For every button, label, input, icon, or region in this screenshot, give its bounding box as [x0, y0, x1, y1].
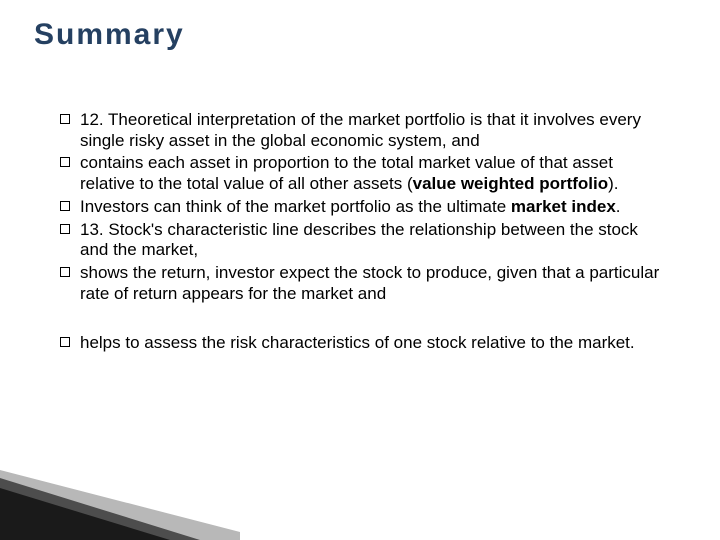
checkbox-icon [60, 267, 70, 277]
list-item: contains each asset in proportion to the… [60, 153, 660, 194]
body-text: 12. Theoretical interpretation of the ma… [60, 110, 660, 355]
slide: Summary 12. Theoretical interpretation o… [0, 0, 720, 540]
slide-title: Summary [34, 18, 185, 52]
list-item: helps to assess the risk characteristics… [60, 333, 660, 354]
bullet-group-2: helps to assess the risk characteristics… [60, 333, 660, 354]
list-item: Investors can think of the market portfo… [60, 197, 660, 218]
bullet-text: 12. Theoretical interpretation of the ma… [80, 110, 660, 151]
checkbox-icon [60, 337, 70, 347]
checkbox-icon [60, 114, 70, 124]
list-item: 13. Stock's characteristic line describe… [60, 220, 660, 261]
checkbox-icon [60, 201, 70, 211]
list-item: 12. Theoretical interpretation of the ma… [60, 110, 660, 151]
bullet-text: contains each asset in proportion to the… [80, 153, 660, 194]
corner-decoration-icon [0, 470, 240, 540]
bullet-text: shows the return, investor expect the st… [80, 263, 660, 304]
checkbox-icon [60, 157, 70, 167]
bullet-text: 13. Stock's characteristic line describe… [80, 220, 660, 261]
checkbox-icon [60, 224, 70, 234]
list-item: shows the return, investor expect the st… [60, 263, 660, 304]
bullet-text: helps to assess the risk characteristics… [80, 333, 660, 354]
bullet-group-1: 12. Theoretical interpretation of the ma… [60, 110, 660, 305]
bullet-text: Investors can think of the market portfo… [80, 197, 660, 218]
